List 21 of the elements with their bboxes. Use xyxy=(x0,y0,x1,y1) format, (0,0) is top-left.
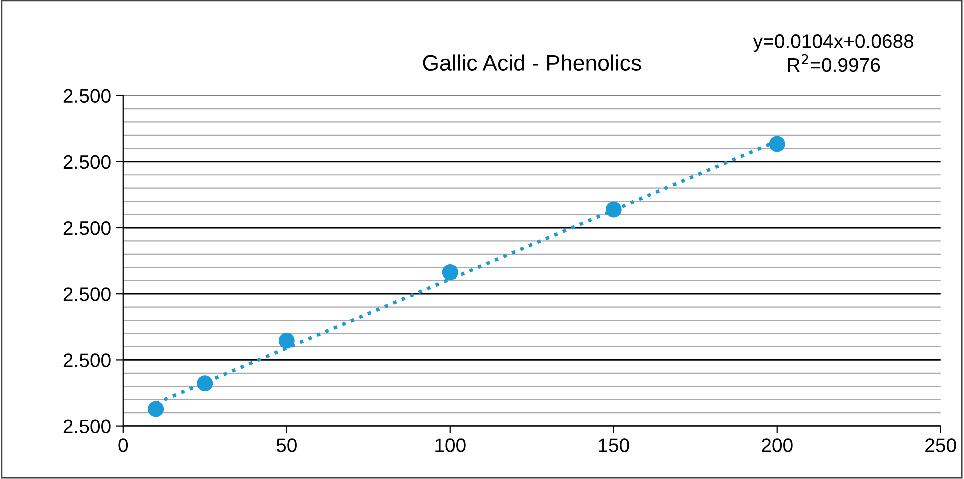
text: 2.500 xyxy=(64,420,111,434)
x-tick-label: 250 xyxy=(926,438,956,452)
x-tick-label: 0 xyxy=(118,438,128,452)
point xyxy=(278,332,295,349)
text: y=0.0104x+0.0688 xyxy=(753,34,914,52)
text: 2.500 xyxy=(64,288,111,302)
point xyxy=(442,264,458,280)
text: 2.500 xyxy=(64,221,111,236)
text: 2.500 xyxy=(64,155,111,170)
x-tick-label: 50 xyxy=(276,438,297,452)
chart-title: Gallic Acid - Phenolics xyxy=(423,54,642,72)
x-tick-label: 100 xyxy=(436,438,466,452)
x-tick-label: 200 xyxy=(762,438,793,452)
text: R$^{2}$=0.9976 xyxy=(788,54,880,72)
text: 2.500 xyxy=(64,354,111,368)
point xyxy=(197,376,214,392)
point xyxy=(606,202,622,218)
point xyxy=(148,401,164,418)
point xyxy=(769,136,786,152)
x-tick-label: 150 xyxy=(599,438,630,452)
text: 2.500 xyxy=(64,89,111,104)
